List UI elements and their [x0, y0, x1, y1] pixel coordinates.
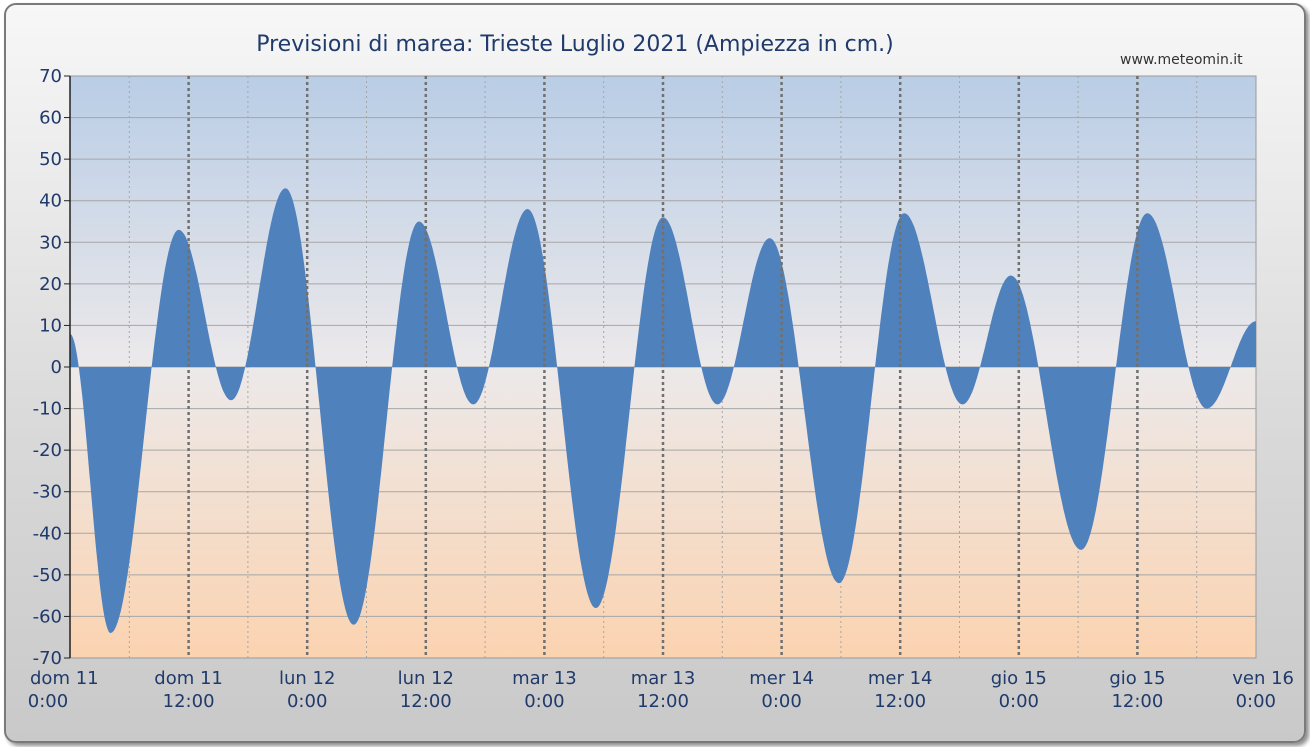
x-tick-label-time: 0:00: [761, 691, 801, 712]
chart-title: Previsioni di marea: Trieste Luglio 2021…: [256, 32, 894, 57]
x-tick-label-day: dom 11: [30, 668, 99, 689]
source-label: www.meteomin.it: [1120, 52, 1243, 68]
y-tick-label: 60: [39, 108, 62, 129]
y-tick-label: -30: [33, 482, 62, 503]
y-tick-label: 20: [39, 274, 62, 295]
x-tick-label-time: 0:00: [287, 691, 327, 712]
x-tick-label-time: 12:00: [163, 691, 215, 712]
x-tick-label-day: mar 13: [512, 668, 577, 689]
x-tick-label-day: mer 14: [868, 668, 933, 689]
x-tick-label-day: lun 12: [279, 668, 335, 689]
y-tick-label: 50: [39, 149, 62, 170]
y-axis: 70 60 50 40 30 20 10 0 -10 -20 -30 -40 -50 -60 -70: [33, 66, 70, 669]
y-tick-label: 70: [39, 66, 62, 87]
y-tick-label: -60: [33, 606, 62, 627]
x-tick-label-time: 12:00: [1111, 691, 1163, 712]
x-tick-label-time: 0:00: [28, 691, 68, 712]
y-tick-label: -50: [33, 565, 62, 586]
x-tick-label-time: 12:00: [637, 691, 689, 712]
x-tick-label-time: 12:00: [874, 691, 926, 712]
x-tick-label-day: mer 14: [749, 668, 814, 689]
x-tick-label-time: 0:00: [999, 691, 1039, 712]
tide-area: [70, 188, 1256, 634]
x-tick-label-day: dom 11: [154, 668, 223, 689]
x-tick-label-day: lun 12: [398, 668, 454, 689]
y-tick-label: 0: [51, 357, 62, 378]
x-tick-label-day: mar 13: [631, 668, 696, 689]
day-separators: [187, 76, 1139, 658]
y-tick-label: 10: [39, 315, 62, 336]
y-tick-label: -20: [33, 440, 62, 461]
y-tick-label: -10: [33, 399, 62, 420]
x-tick-label-time: 0:00: [1236, 691, 1276, 712]
y-tick-label: 30: [39, 232, 62, 253]
x-tick-label-day: ven 16: [1232, 668, 1294, 689]
x-tick-label-time: 12:00: [400, 691, 452, 712]
x-tick-label-day: gio 15: [991, 668, 1047, 689]
y-tick-label: -70: [33, 648, 62, 669]
y-tick-label: 40: [39, 191, 62, 212]
x-tick-label-time: 0:00: [524, 691, 564, 712]
x-tick-label-day: gio 15: [1109, 668, 1165, 689]
y-tick-label: -40: [33, 523, 62, 544]
